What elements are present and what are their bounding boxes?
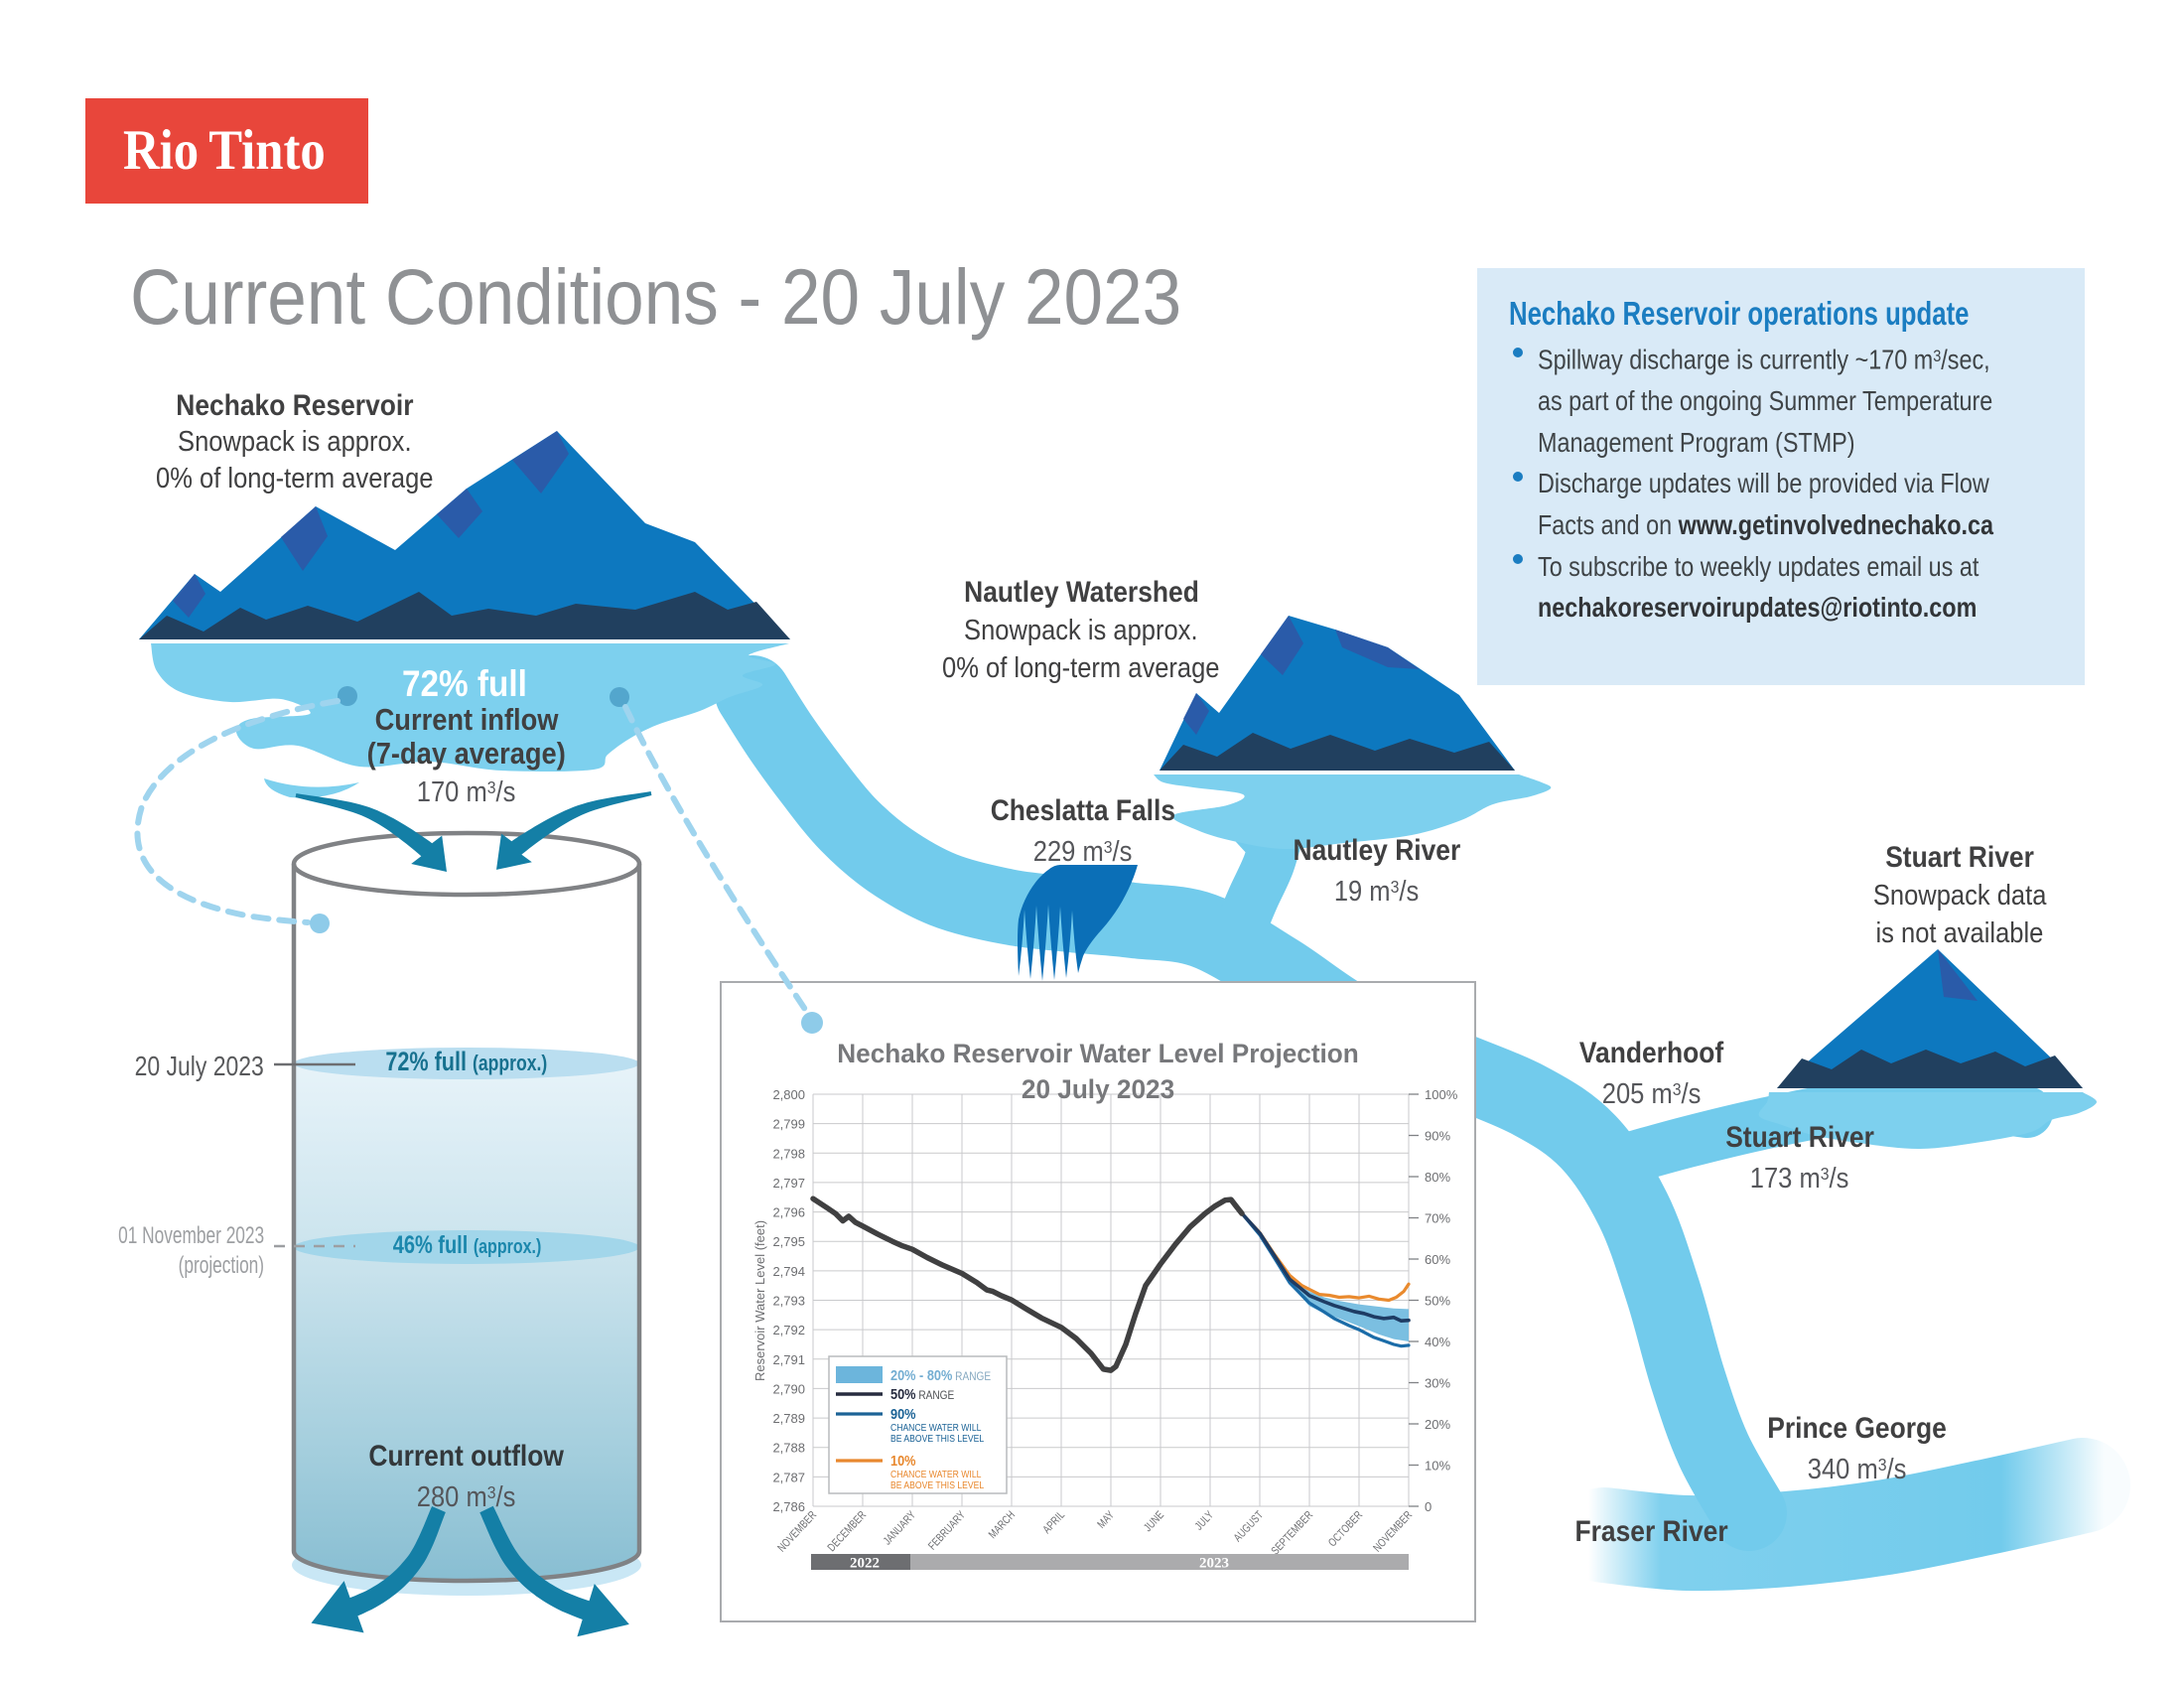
svg-text:50% RANGE: 50% RANGE — [890, 1386, 954, 1402]
svg-text:2023: 2023 — [1199, 1556, 1229, 1572]
svg-text:20 July 2023: 20 July 2023 — [1022, 1074, 1174, 1104]
svg-text:BE ABOVE THIS LEVEL: BE ABOVE THIS LEVEL — [890, 1480, 984, 1491]
svg-text:60%: 60% — [1425, 1252, 1450, 1267]
svg-text:2,793: 2,793 — [772, 1294, 805, 1309]
svg-text:40%: 40% — [1425, 1335, 1450, 1349]
svg-text:2,795: 2,795 — [772, 1234, 805, 1249]
svg-text:90%: 90% — [1425, 1129, 1450, 1144]
svg-text:30%: 30% — [1425, 1376, 1450, 1391]
svg-text:80%: 80% — [1425, 1170, 1450, 1185]
svg-text:2,790: 2,790 — [772, 1381, 805, 1396]
svg-text:70%: 70% — [1425, 1211, 1450, 1226]
svg-text:2,796: 2,796 — [772, 1205, 805, 1220]
svg-text:CHANCE WATER WILL: CHANCE WATER WILL — [890, 1423, 981, 1434]
svg-text:BE ABOVE THIS LEVEL: BE ABOVE THIS LEVEL — [890, 1434, 984, 1445]
svg-text:2,799: 2,799 — [772, 1117, 805, 1132]
svg-text:10%: 10% — [1425, 1459, 1450, 1474]
svg-text:2,791: 2,791 — [772, 1352, 805, 1367]
svg-text:Reservoir Water Level (feet): Reservoir Water Level (feet) — [752, 1220, 767, 1381]
svg-text:2,786: 2,786 — [772, 1499, 805, 1514]
svg-text:Nechako Reservoir Water Level: Nechako Reservoir Water Level Projection — [837, 1039, 1359, 1068]
svg-text:2,797: 2,797 — [772, 1176, 805, 1191]
svg-text:20%: 20% — [1425, 1417, 1450, 1432]
svg-text:90%: 90% — [890, 1406, 916, 1422]
svg-text:2,792: 2,792 — [772, 1323, 805, 1337]
svg-text:2,794: 2,794 — [772, 1264, 805, 1279]
svg-text:0: 0 — [1425, 1499, 1432, 1514]
svg-text:2,789: 2,789 — [772, 1411, 805, 1426]
svg-text:2,798: 2,798 — [772, 1146, 805, 1161]
svg-text:2,800: 2,800 — [772, 1087, 805, 1102]
svg-text:20% - 80% RANGE: 20% - 80% RANGE — [890, 1367, 991, 1383]
svg-text:CHANCE WATER WILL: CHANCE WATER WILL — [890, 1470, 981, 1480]
svg-text:50%: 50% — [1425, 1294, 1450, 1309]
svg-text:2,787: 2,787 — [772, 1470, 805, 1484]
svg-text:2022: 2022 — [850, 1556, 880, 1572]
svg-text:100%: 100% — [1425, 1087, 1458, 1102]
svg-text:2,788: 2,788 — [772, 1441, 805, 1456]
svg-text:10%: 10% — [890, 1453, 916, 1469]
